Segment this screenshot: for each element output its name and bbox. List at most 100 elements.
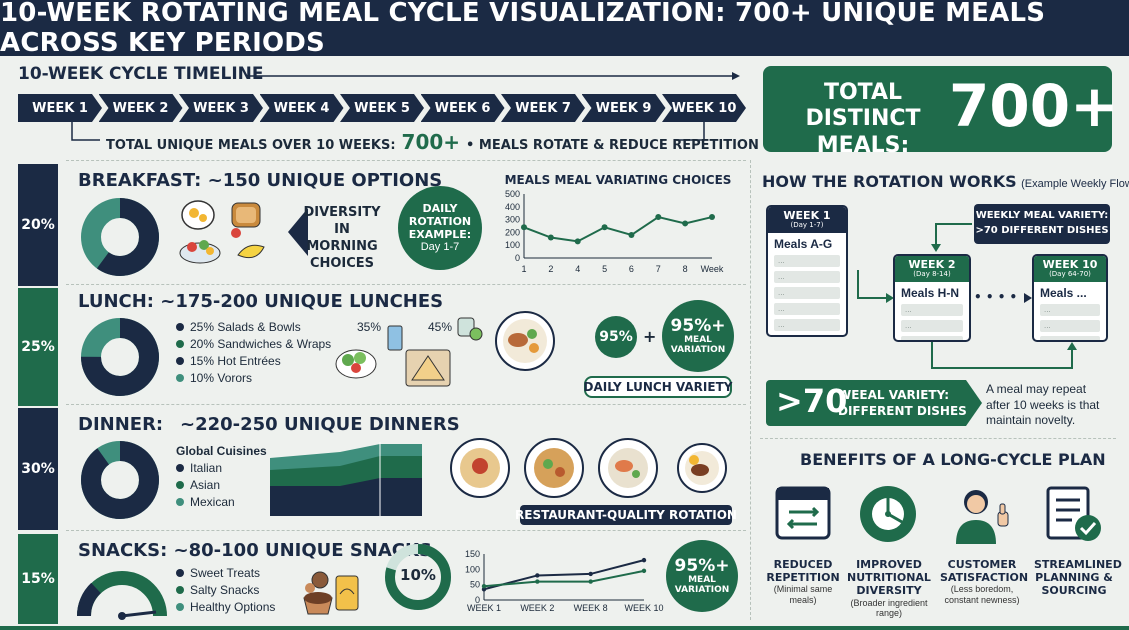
legend-item: Healthy Options	[176, 600, 275, 614]
series-line	[483, 569, 645, 588]
total-label-line2: MEALS:	[816, 132, 910, 158]
timeline-week-chevron: WEEK 5	[340, 94, 424, 122]
rotation-note: A meal may repeat after 10 weeks is that…	[986, 382, 1100, 428]
y-tick-label: 100	[505, 240, 520, 250]
y-tick-label: 150	[465, 549, 480, 559]
data-point	[709, 214, 715, 221]
data-point	[574, 238, 581, 245]
x-tick-label: 4	[575, 264, 580, 274]
data-point	[655, 214, 662, 221]
snacks-legend: Sweet Treats Salty Snacks Healthy Option…	[176, 566, 275, 614]
divider	[66, 404, 746, 405]
data-point	[682, 220, 689, 227]
timeline-week-chevron: WEEK 6	[421, 94, 505, 122]
lunch-plate-icon	[495, 311, 555, 371]
legend-item: Salty Snacks	[176, 583, 275, 597]
breakfast-percent-tab: 20%	[18, 164, 58, 286]
column-divider	[750, 160, 751, 620]
lunch-badge-a: 95%	[595, 316, 637, 358]
y-tick-label: 500	[505, 189, 520, 199]
dinner-title-a: DINNER:	[78, 414, 164, 435]
timeline-week-chevron: WEEK 10	[662, 94, 746, 122]
snacks-percent-tab: 15%	[18, 534, 58, 624]
data-point	[588, 571, 593, 577]
benefit-streamlined-planning: STREAMLINED PLANNING & SOURCING	[1034, 558, 1122, 598]
calendar-repeat-icon	[775, 486, 831, 540]
lunch-meal-variation-badge: 95%+ MEAL VARIATION	[662, 300, 734, 372]
weekly-variety-callout: WEEKLY MEAL VARIETY: >70 DIFFERENT DISHE…	[974, 204, 1110, 244]
timeline-bracket	[71, 122, 705, 141]
breakfast-donut	[81, 198, 159, 276]
summary-suffix: • MEALS ROTATE & REDUCE REPETITION	[466, 138, 759, 153]
lunch-food-icon	[335, 317, 483, 387]
flow-ellipsis: • • • •	[974, 290, 1018, 304]
snacks-ring-value: 10%	[400, 566, 436, 584]
snacks-title: SNACKS: ~80-100 UNIQUE SNACKS	[78, 540, 432, 561]
benefit-nutritional-diversity: IMPROVED NUTRITIONAL DIVERSITY (Broader …	[847, 558, 931, 618]
total-label-line1: TOTAL DISTINCT	[805, 80, 921, 132]
snacks-food-icon	[303, 571, 359, 615]
customer-icon	[956, 490, 1009, 544]
x-tick-label: 1	[521, 264, 526, 274]
data-point	[641, 557, 647, 563]
cuisines-heading: Global Cuisines	[176, 444, 267, 458]
benefit-customer-satisfaction: CUSTOMER SATISFACTION (Less boredom, con…	[940, 558, 1029, 605]
x-tick-label: 8	[683, 264, 688, 274]
data-point	[481, 587, 487, 592]
week2-card: WEEK 2 (Day 8-14) Meals H-N ... ... ...	[893, 254, 971, 342]
summary-prefix: TOTAL UNIQUE MEALS OVER 10 WEEKS:	[106, 138, 396, 153]
timeline-week-chevron: WEEK 1	[18, 94, 102, 122]
snacks-meal-variation-badge: 95%+ MEAL VARIATION	[666, 540, 738, 612]
x-tick-label: WEEK 2	[520, 603, 554, 613]
week1-card: WEEK 1 (Day 1-7) Meals A-G ... ... ... ..…	[766, 205, 848, 337]
diversity-pie-icon	[860, 486, 916, 542]
legend-item: Asian	[176, 478, 267, 492]
y-tick-label: 200	[505, 227, 520, 237]
benefits-title: BENEFITS OF A LONG-CYCLE PLAN	[800, 450, 1106, 469]
week10-card: WEEK 10 (Day 64-70) Meals ... ... ... ...	[1032, 254, 1108, 342]
lunch-legend: 25% Salads & Bowls 20% Sandwiches & Wrap…	[176, 320, 331, 385]
data-point	[535, 579, 540, 584]
dinner-cuisines: Global Cuisines Italian Asian Mexican	[176, 444, 267, 509]
data-point	[628, 231, 635, 238]
plus-sign: +	[643, 327, 657, 346]
divider	[66, 160, 746, 161]
rotation-flow-arrows	[857, 223, 1077, 369]
series-line	[483, 559, 645, 591]
timeline-week-chevron: WEEK 7	[501, 94, 585, 122]
snacks-gauge	[76, 571, 167, 620]
legend-item: 15% Hot Entrées	[176, 354, 331, 368]
timeline-heading: 10-WEEK CYCLE TIMELINE	[18, 64, 264, 84]
lunch-label-b: 45%	[428, 320, 453, 334]
total-value: 700+	[949, 72, 1119, 140]
variety-banner: >70 WEEAL VARIETY: DIFFERENT DISHES	[766, 380, 982, 426]
divider	[760, 438, 1116, 439]
x-tick-label: WEEK 1	[467, 603, 501, 613]
variety-value: >70	[776, 382, 848, 420]
data-point	[601, 224, 608, 231]
page-title: 10-WEEK ROTATING MEAL CYCLE VISUALIZATIO…	[0, 0, 1129, 58]
breakfast-diversity-note: DIVERSITY IN MORNING CHOICES	[303, 205, 381, 271]
benefit-reduced-repetition: REDUCED REPETITION (Minimal same meals)	[766, 558, 840, 605]
dinner-percent-tab: 30%	[18, 408, 58, 530]
y-tick-label: 400	[505, 202, 520, 212]
daily-lunch-variety-label: DAILY LUNCH VARIETY	[584, 376, 732, 398]
data-point	[588, 579, 593, 584]
rotation-heading: HOW THE ROTATION WORKS (Example Weekly F…	[762, 172, 1129, 192]
chart-title: MEALS MEAL VARIATING CHOICES	[505, 173, 732, 187]
breakfast-food-icon	[179, 200, 265, 264]
timeline-week-chevron: WEEK 3	[179, 94, 263, 122]
arrow-left-icon	[288, 208, 308, 256]
legend-item: 10% Vorors	[176, 371, 331, 385]
data-point	[481, 584, 487, 589]
snacks-line-chart: 0 50 100 150 WEEK 1 WEEK 2 WEEK 8 WEEK 10	[465, 549, 664, 613]
legend-item: Italian	[176, 461, 267, 475]
data-point	[521, 224, 527, 231]
legend-item: Mexican	[176, 495, 267, 509]
divider	[66, 530, 746, 531]
rotation-title: HOW THE ROTATION WORKS	[762, 172, 1017, 191]
meal-variation-line-chart: MEALS MEAL VARIATING CHOICES 0 100 200 300 40…	[505, 173, 732, 274]
x-tick-label: WEEK 8	[574, 603, 608, 613]
data-point	[547, 234, 554, 241]
lunch-title: LUNCH: ~175-200 UNIQUE LUNCHES	[78, 291, 444, 312]
